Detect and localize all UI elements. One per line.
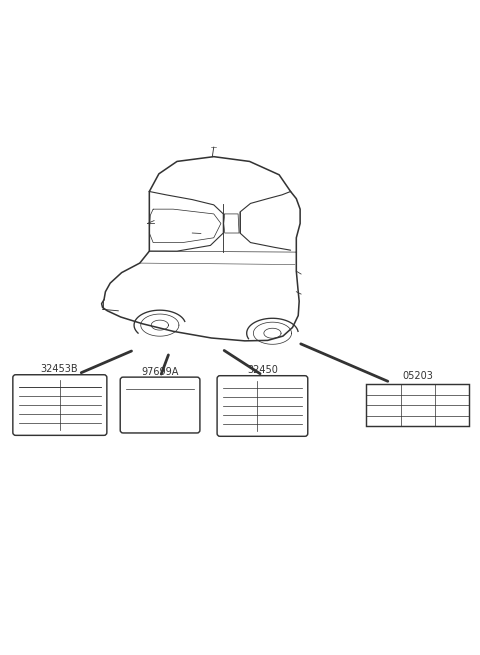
Text: 97699A: 97699A (142, 367, 179, 377)
Bar (366, 384, 469, 426)
Text: 05203: 05203 (402, 371, 433, 381)
Text: 32450: 32450 (247, 365, 278, 375)
Text: 32453B: 32453B (41, 364, 78, 374)
